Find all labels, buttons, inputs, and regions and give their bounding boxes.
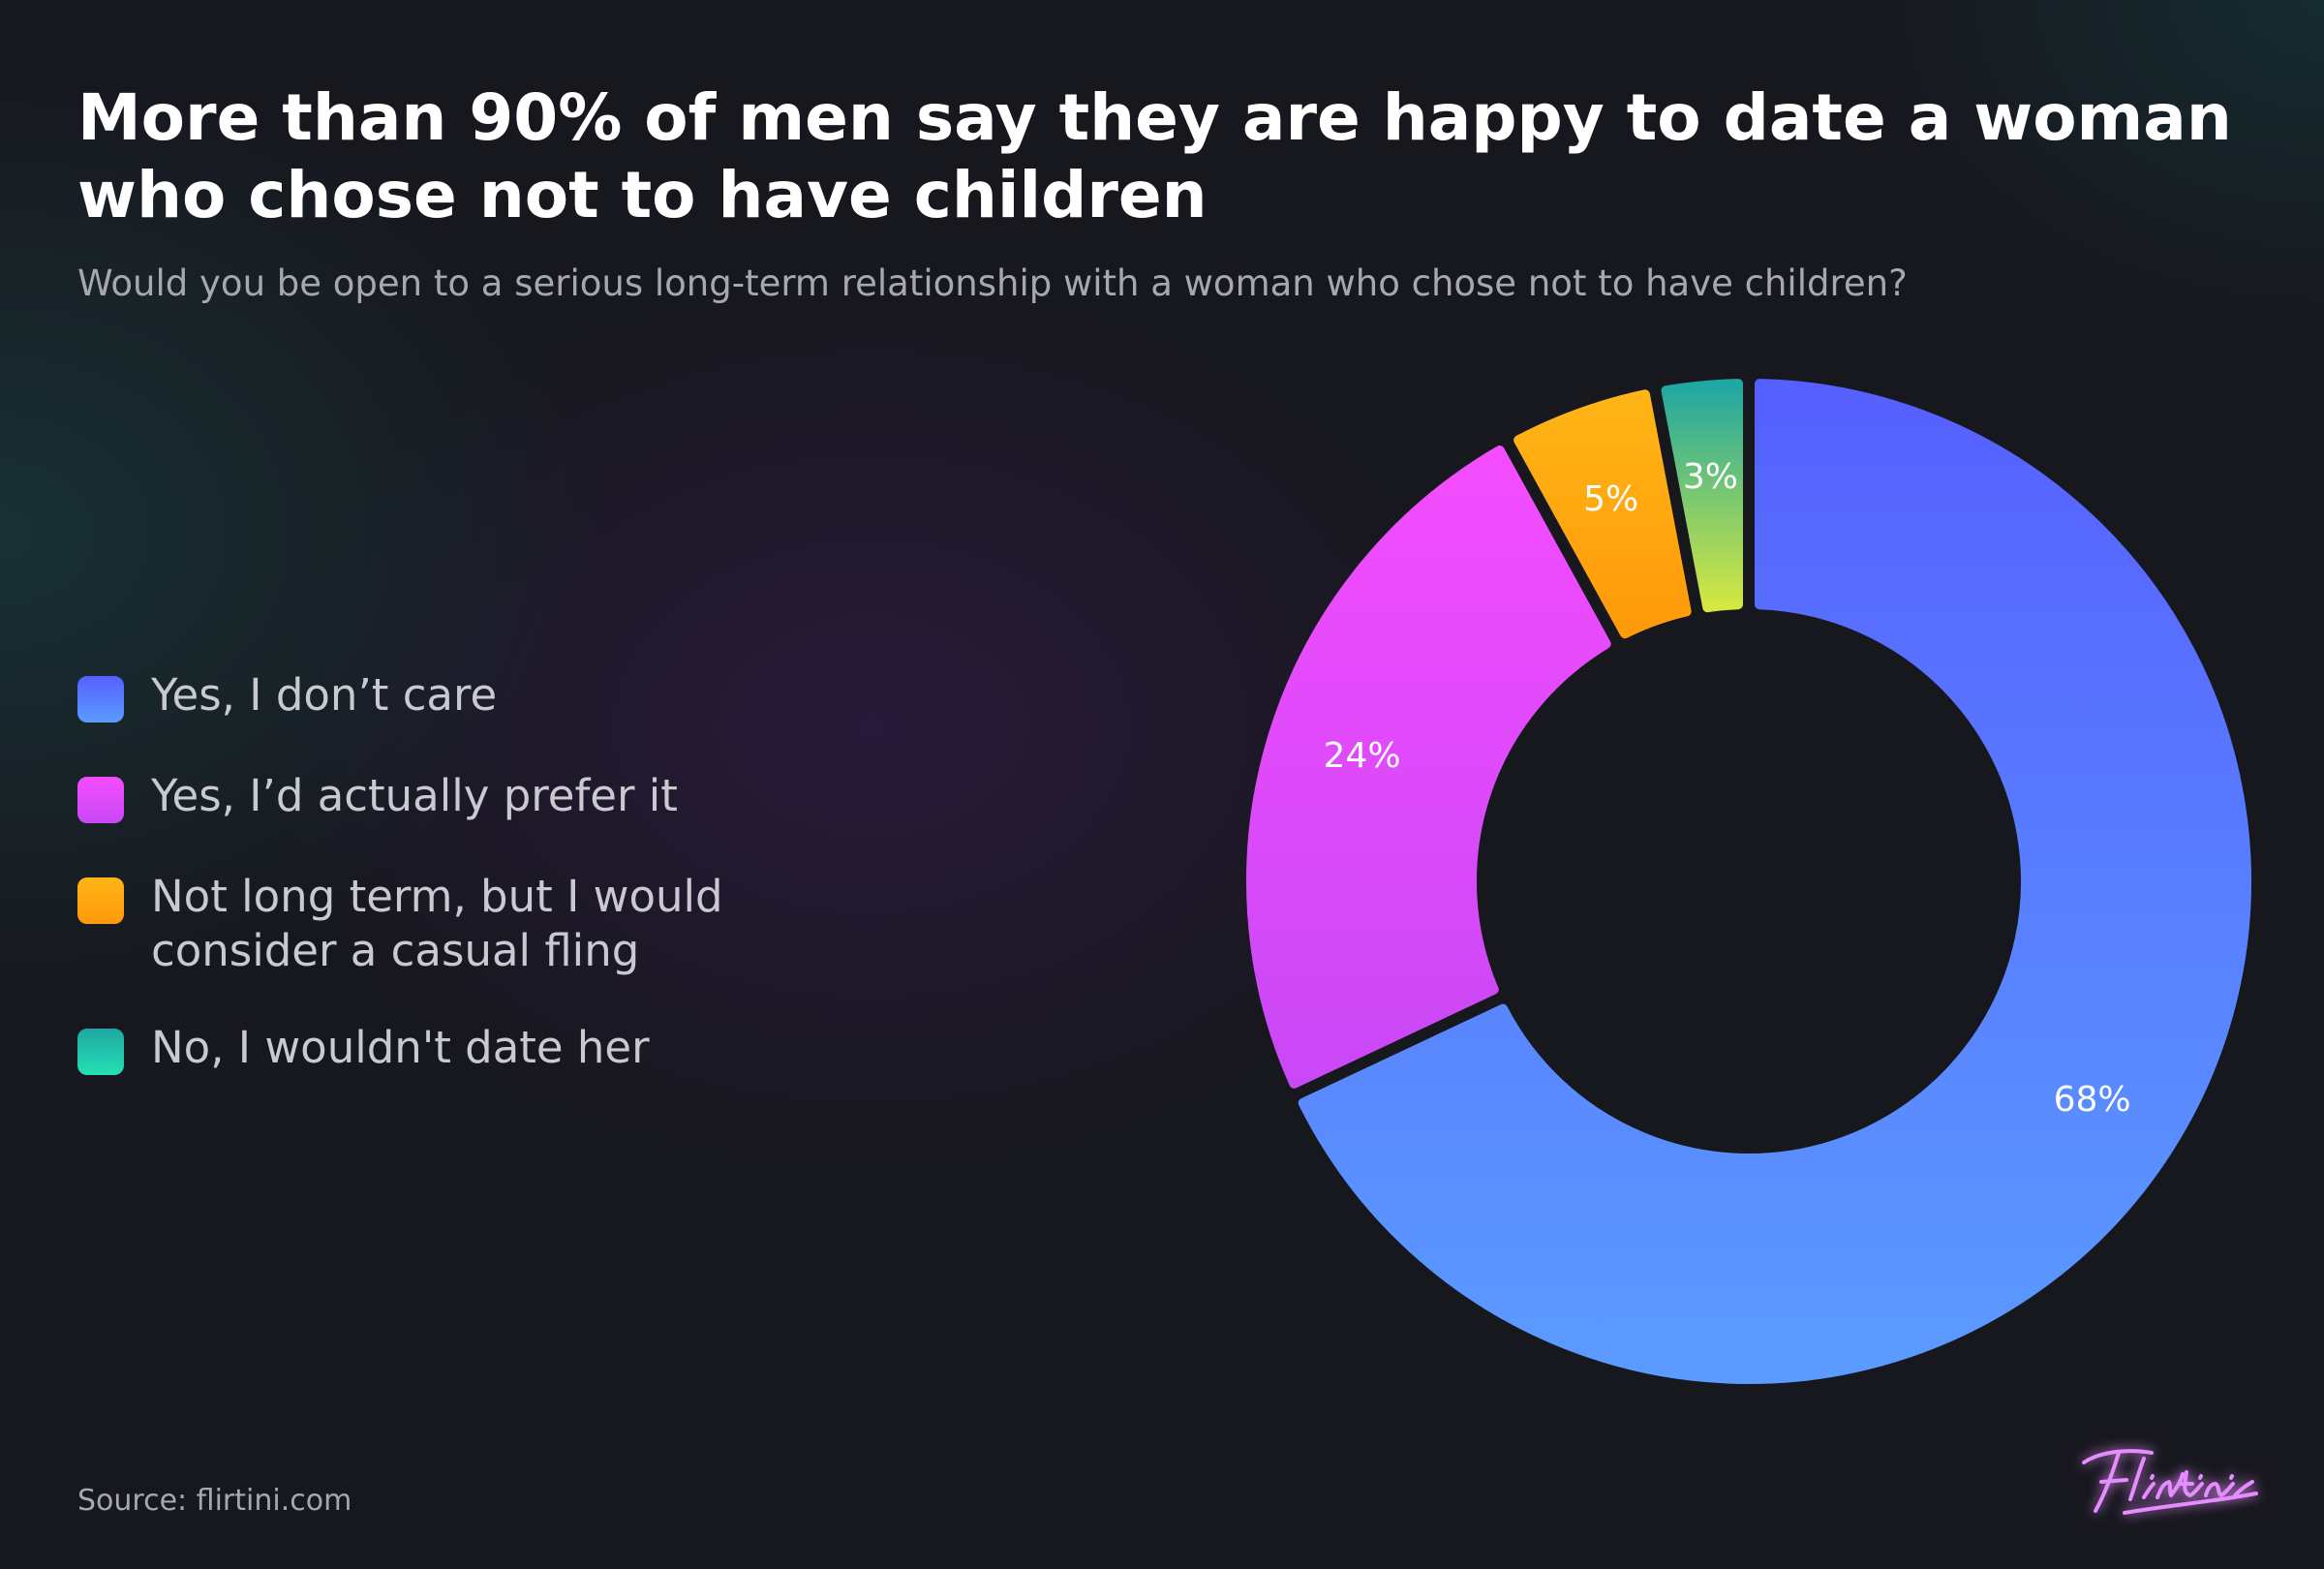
legend-item-yes-prefer: Yes, I’d actually prefer it: [77, 769, 813, 823]
slice-yes-prefer: [1246, 445, 1611, 1089]
chart-title: More than 90% of men say they are happy …: [77, 80, 2232, 232]
donut-chart: 68% 24% 5% 3%: [1246, 379, 2251, 1384]
legend-label: Yes, I’d actually prefer it: [151, 770, 678, 821]
donut-slices: [1246, 379, 2251, 1384]
source-note: Source: flirtini.com: [77, 1484, 352, 1518]
legend-label: No, I wouldn't date her: [151, 1022, 650, 1073]
slice-value-label: 68%: [2054, 1080, 2131, 1120]
legend-item-casual-fling: Not long term, but I would consider a ca…: [77, 870, 813, 978]
slice-wouldnt-date: [1661, 379, 1744, 613]
slice-value-label: 5%: [1583, 479, 1638, 519]
legend-item-yes-dont-care: Yes, I don’t care: [77, 668, 813, 723]
legend-swatch-blue: [77, 676, 124, 723]
chart-subtitle: Would you be open to a serious long-term…: [77, 262, 1908, 304]
legend-swatch-teal: [77, 1029, 124, 1075]
legend-swatch-orange: [77, 877, 124, 924]
slice-value-label: 24%: [1324, 736, 1401, 776]
legend-label: Yes, I don’t care: [151, 669, 498, 721]
legend-item-wouldnt-date: No, I wouldn't date her: [77, 1021, 813, 1075]
legend-label: Not long term, but I would consider a ca…: [151, 871, 723, 976]
legend: Yes, I don’t care Yes, I’d actually pref…: [77, 668, 813, 1122]
slice-yes-dont-care: [1298, 379, 2251, 1384]
donut-value-labels: 68% 24% 5% 3%: [1324, 457, 2131, 1120]
slice-casual-fling: [1514, 389, 1692, 639]
slice-value-label: 3%: [1683, 457, 1738, 497]
legend-swatch-pink: [77, 777, 124, 823]
flirtini-logo: [2082, 1449, 2258, 1515]
